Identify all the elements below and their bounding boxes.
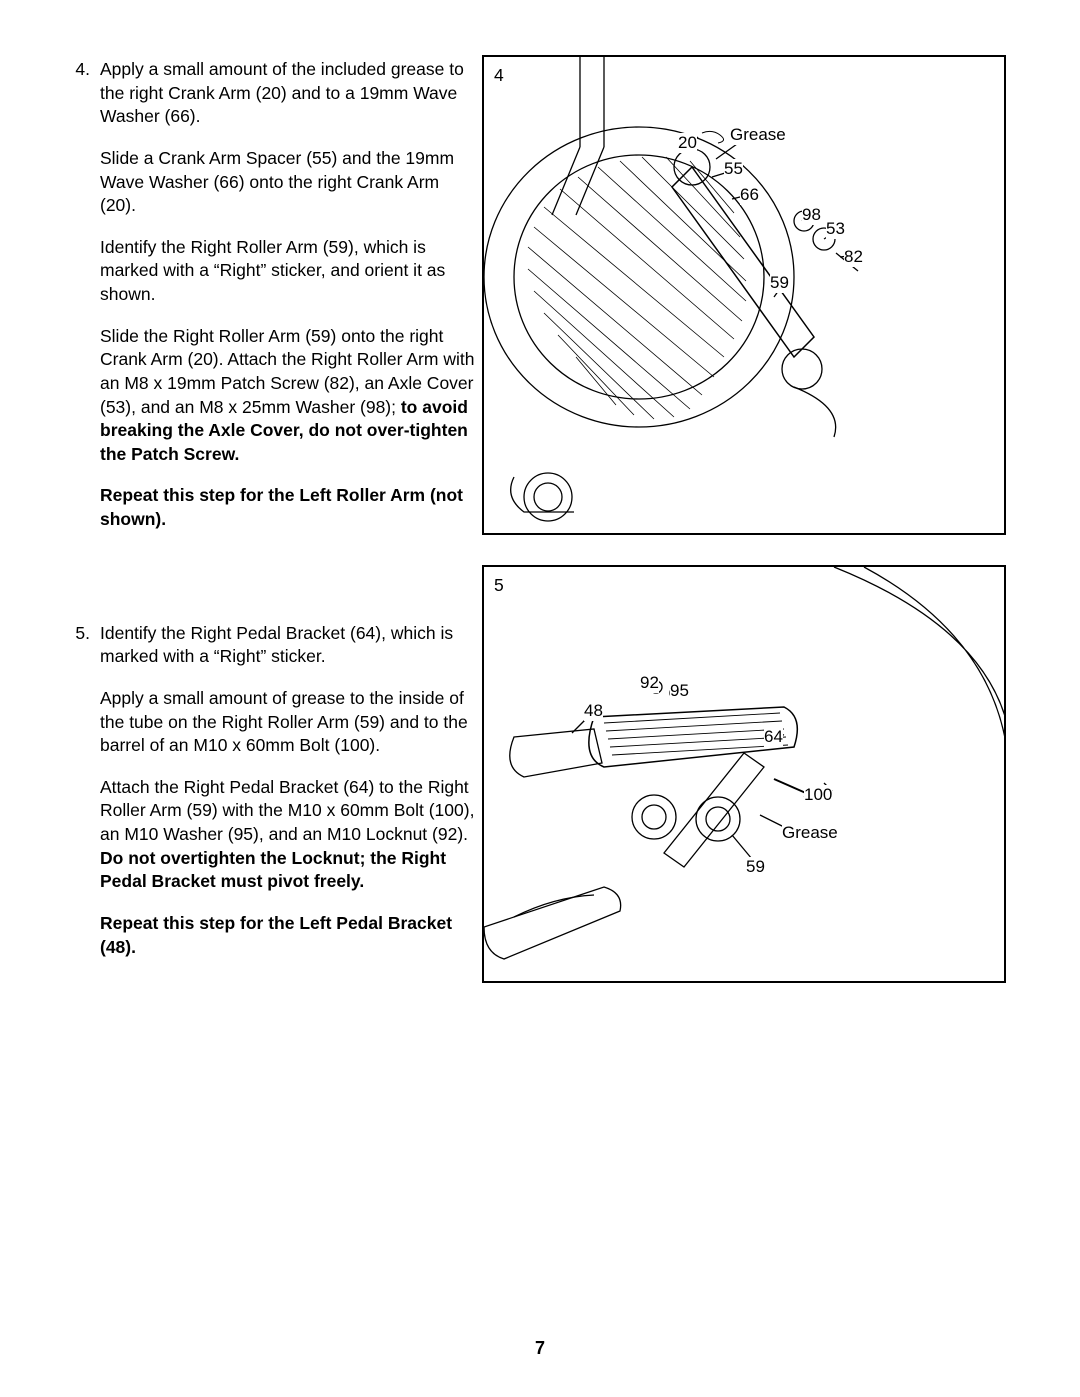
- callout-label: 95: [670, 681, 689, 701]
- figure-number: 4: [494, 65, 504, 86]
- callout-label: Grease: [730, 125, 786, 145]
- figure-4: 4: [482, 55, 1006, 535]
- callout-label: 98: [802, 205, 821, 225]
- para: Attach the Right Pedal Bracket (64) to t…: [100, 776, 478, 894]
- callout-label: 66: [740, 185, 759, 205]
- para: Repeat this step for the Left Roller Arm…: [100, 484, 478, 531]
- callout-label: 100: [804, 785, 832, 805]
- para: Apply a small amount of the included gre…: [100, 58, 478, 129]
- para: Identify the Right Roller Arm (59), whic…: [100, 236, 478, 307]
- figure-5: 5: [482, 565, 1006, 983]
- callout-label: 20: [678, 133, 697, 153]
- callout-label: Grease: [782, 823, 838, 843]
- step-number: 4.: [72, 58, 100, 82]
- manual-page: 4. Apply a small amount of the included …: [0, 0, 1080, 1397]
- step-number: 5.: [72, 622, 100, 646]
- page-number: 7: [0, 1338, 1080, 1359]
- callout-label: 53: [826, 219, 845, 239]
- para: Slide the Right Roller Arm (59) onto the…: [100, 325, 478, 467]
- callout-label: 48: [584, 701, 603, 721]
- para: Repeat this step for the Left Pedal Brac…: [100, 912, 478, 959]
- callout-label: 55: [724, 159, 743, 179]
- figure-number: 5: [494, 575, 504, 596]
- callout-label: 64: [764, 727, 783, 747]
- callout-label: 82: [844, 247, 863, 267]
- step-text: Identify the Right Pedal Bracket (64), w…: [100, 622, 478, 960]
- para: Identify the Right Pedal Bracket (64), w…: [100, 622, 478, 669]
- callout-label: 92: [640, 673, 659, 693]
- para: Apply a small amount of grease to the in…: [100, 687, 478, 758]
- diagram-5: [484, 567, 1006, 983]
- step-text: Apply a small amount of the included gre…: [100, 58, 478, 532]
- callout-label: 59: [770, 273, 789, 293]
- callout-label: 59: [746, 857, 765, 877]
- para: Slide a Crank Arm Spacer (55) and the 19…: [100, 147, 478, 218]
